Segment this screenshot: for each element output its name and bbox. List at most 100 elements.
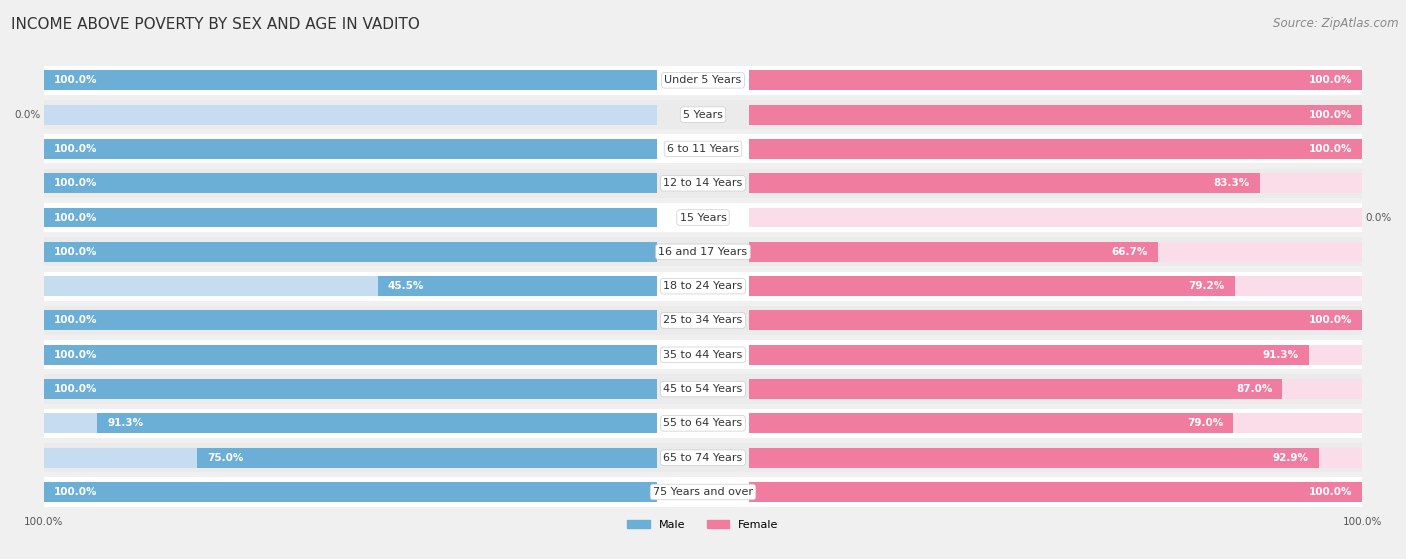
Text: 0.0%: 0.0%: [14, 110, 41, 120]
Bar: [749, 70, 1362, 90]
Text: 91.3%: 91.3%: [107, 418, 143, 428]
Bar: [44, 105, 657, 125]
Bar: [749, 139, 1362, 159]
Bar: [44, 379, 657, 399]
Text: 45.5%: 45.5%: [388, 281, 425, 291]
Bar: [44, 70, 657, 90]
Bar: [197, 448, 657, 468]
Text: 35 to 44 Years: 35 to 44 Years: [664, 350, 742, 360]
Bar: [749, 379, 1282, 399]
Bar: [44, 340, 1362, 369]
Bar: [749, 448, 1362, 468]
Bar: [44, 345, 657, 364]
Bar: [44, 448, 657, 468]
Bar: [97, 414, 657, 433]
Bar: [44, 207, 657, 228]
Bar: [44, 276, 657, 296]
Text: 45 to 54 Years: 45 to 54 Years: [664, 384, 742, 394]
Text: 79.2%: 79.2%: [1188, 281, 1225, 291]
Bar: [44, 242, 657, 262]
Bar: [44, 272, 1362, 301]
Bar: [44, 173, 657, 193]
Text: 75.0%: 75.0%: [207, 453, 243, 463]
Bar: [749, 276, 1234, 296]
Text: 83.3%: 83.3%: [1213, 178, 1250, 188]
Bar: [44, 134, 1362, 163]
Bar: [749, 207, 1362, 228]
Bar: [44, 379, 657, 399]
Bar: [44, 477, 1362, 506]
Text: Under 5 Years: Under 5 Years: [665, 75, 741, 86]
Bar: [749, 482, 1362, 502]
Bar: [44, 306, 1362, 335]
Bar: [44, 70, 657, 90]
Bar: [378, 276, 657, 296]
Bar: [44, 169, 1362, 198]
Text: 100.0%: 100.0%: [53, 212, 97, 222]
Text: 100.0%: 100.0%: [53, 487, 97, 497]
Bar: [44, 139, 657, 159]
Text: 100.0%: 100.0%: [1309, 75, 1353, 86]
Text: 87.0%: 87.0%: [1236, 384, 1272, 394]
Text: INCOME ABOVE POVERTY BY SEX AND AGE IN VADITO: INCOME ABOVE POVERTY BY SEX AND AGE IN V…: [11, 17, 420, 32]
Text: 100.0%: 100.0%: [1309, 110, 1353, 120]
Text: 66.7%: 66.7%: [1112, 247, 1149, 257]
Text: 15 Years: 15 Years: [679, 212, 727, 222]
Bar: [44, 375, 1362, 404]
Text: 92.9%: 92.9%: [1272, 453, 1309, 463]
Bar: [44, 237, 1362, 267]
Bar: [44, 310, 657, 330]
Text: 100.0%: 100.0%: [53, 247, 97, 257]
Bar: [749, 70, 1362, 90]
Text: 12 to 14 Years: 12 to 14 Years: [664, 178, 742, 188]
Bar: [749, 345, 1362, 364]
Bar: [749, 482, 1362, 502]
Bar: [749, 310, 1362, 330]
Text: 100.0%: 100.0%: [53, 384, 97, 394]
Text: 5 Years: 5 Years: [683, 110, 723, 120]
Text: 0.0%: 0.0%: [1365, 212, 1392, 222]
Bar: [749, 242, 1362, 262]
Text: 91.3%: 91.3%: [1263, 350, 1299, 360]
Bar: [44, 203, 1362, 232]
Bar: [44, 443, 1362, 472]
Bar: [749, 242, 1159, 262]
Text: 55 to 64 Years: 55 to 64 Years: [664, 418, 742, 428]
Text: 16 and 17 Years: 16 and 17 Years: [658, 247, 748, 257]
Text: 6 to 11 Years: 6 to 11 Years: [666, 144, 740, 154]
Text: 100.0%: 100.0%: [53, 178, 97, 188]
Text: 100.0%: 100.0%: [1309, 487, 1353, 497]
Bar: [44, 139, 657, 159]
Bar: [749, 139, 1362, 159]
Text: 65 to 74 Years: 65 to 74 Years: [664, 453, 742, 463]
Bar: [44, 173, 657, 193]
Bar: [749, 379, 1362, 399]
Bar: [749, 310, 1362, 330]
Bar: [44, 310, 657, 330]
Bar: [749, 173, 1362, 193]
Bar: [44, 482, 657, 502]
Bar: [749, 105, 1362, 125]
Legend: Male, Female: Male, Female: [623, 515, 783, 534]
Text: 100.0%: 100.0%: [1309, 315, 1353, 325]
Text: 100.0%: 100.0%: [53, 144, 97, 154]
Text: 100.0%: 100.0%: [1309, 144, 1353, 154]
Text: 75 Years and over: 75 Years and over: [652, 487, 754, 497]
Text: 100.0%: 100.0%: [53, 350, 97, 360]
Bar: [44, 414, 657, 433]
Bar: [749, 105, 1362, 125]
Bar: [749, 173, 1260, 193]
Bar: [44, 66, 1362, 95]
Bar: [44, 409, 1362, 438]
Bar: [44, 207, 657, 228]
Bar: [44, 242, 657, 262]
Bar: [44, 100, 1362, 129]
Text: Source: ZipAtlas.com: Source: ZipAtlas.com: [1274, 17, 1399, 30]
Text: 18 to 24 Years: 18 to 24 Years: [664, 281, 742, 291]
Bar: [44, 482, 657, 502]
Bar: [749, 448, 1319, 468]
Bar: [749, 414, 1233, 433]
Bar: [749, 345, 1309, 364]
Bar: [44, 345, 657, 364]
Bar: [749, 414, 1362, 433]
